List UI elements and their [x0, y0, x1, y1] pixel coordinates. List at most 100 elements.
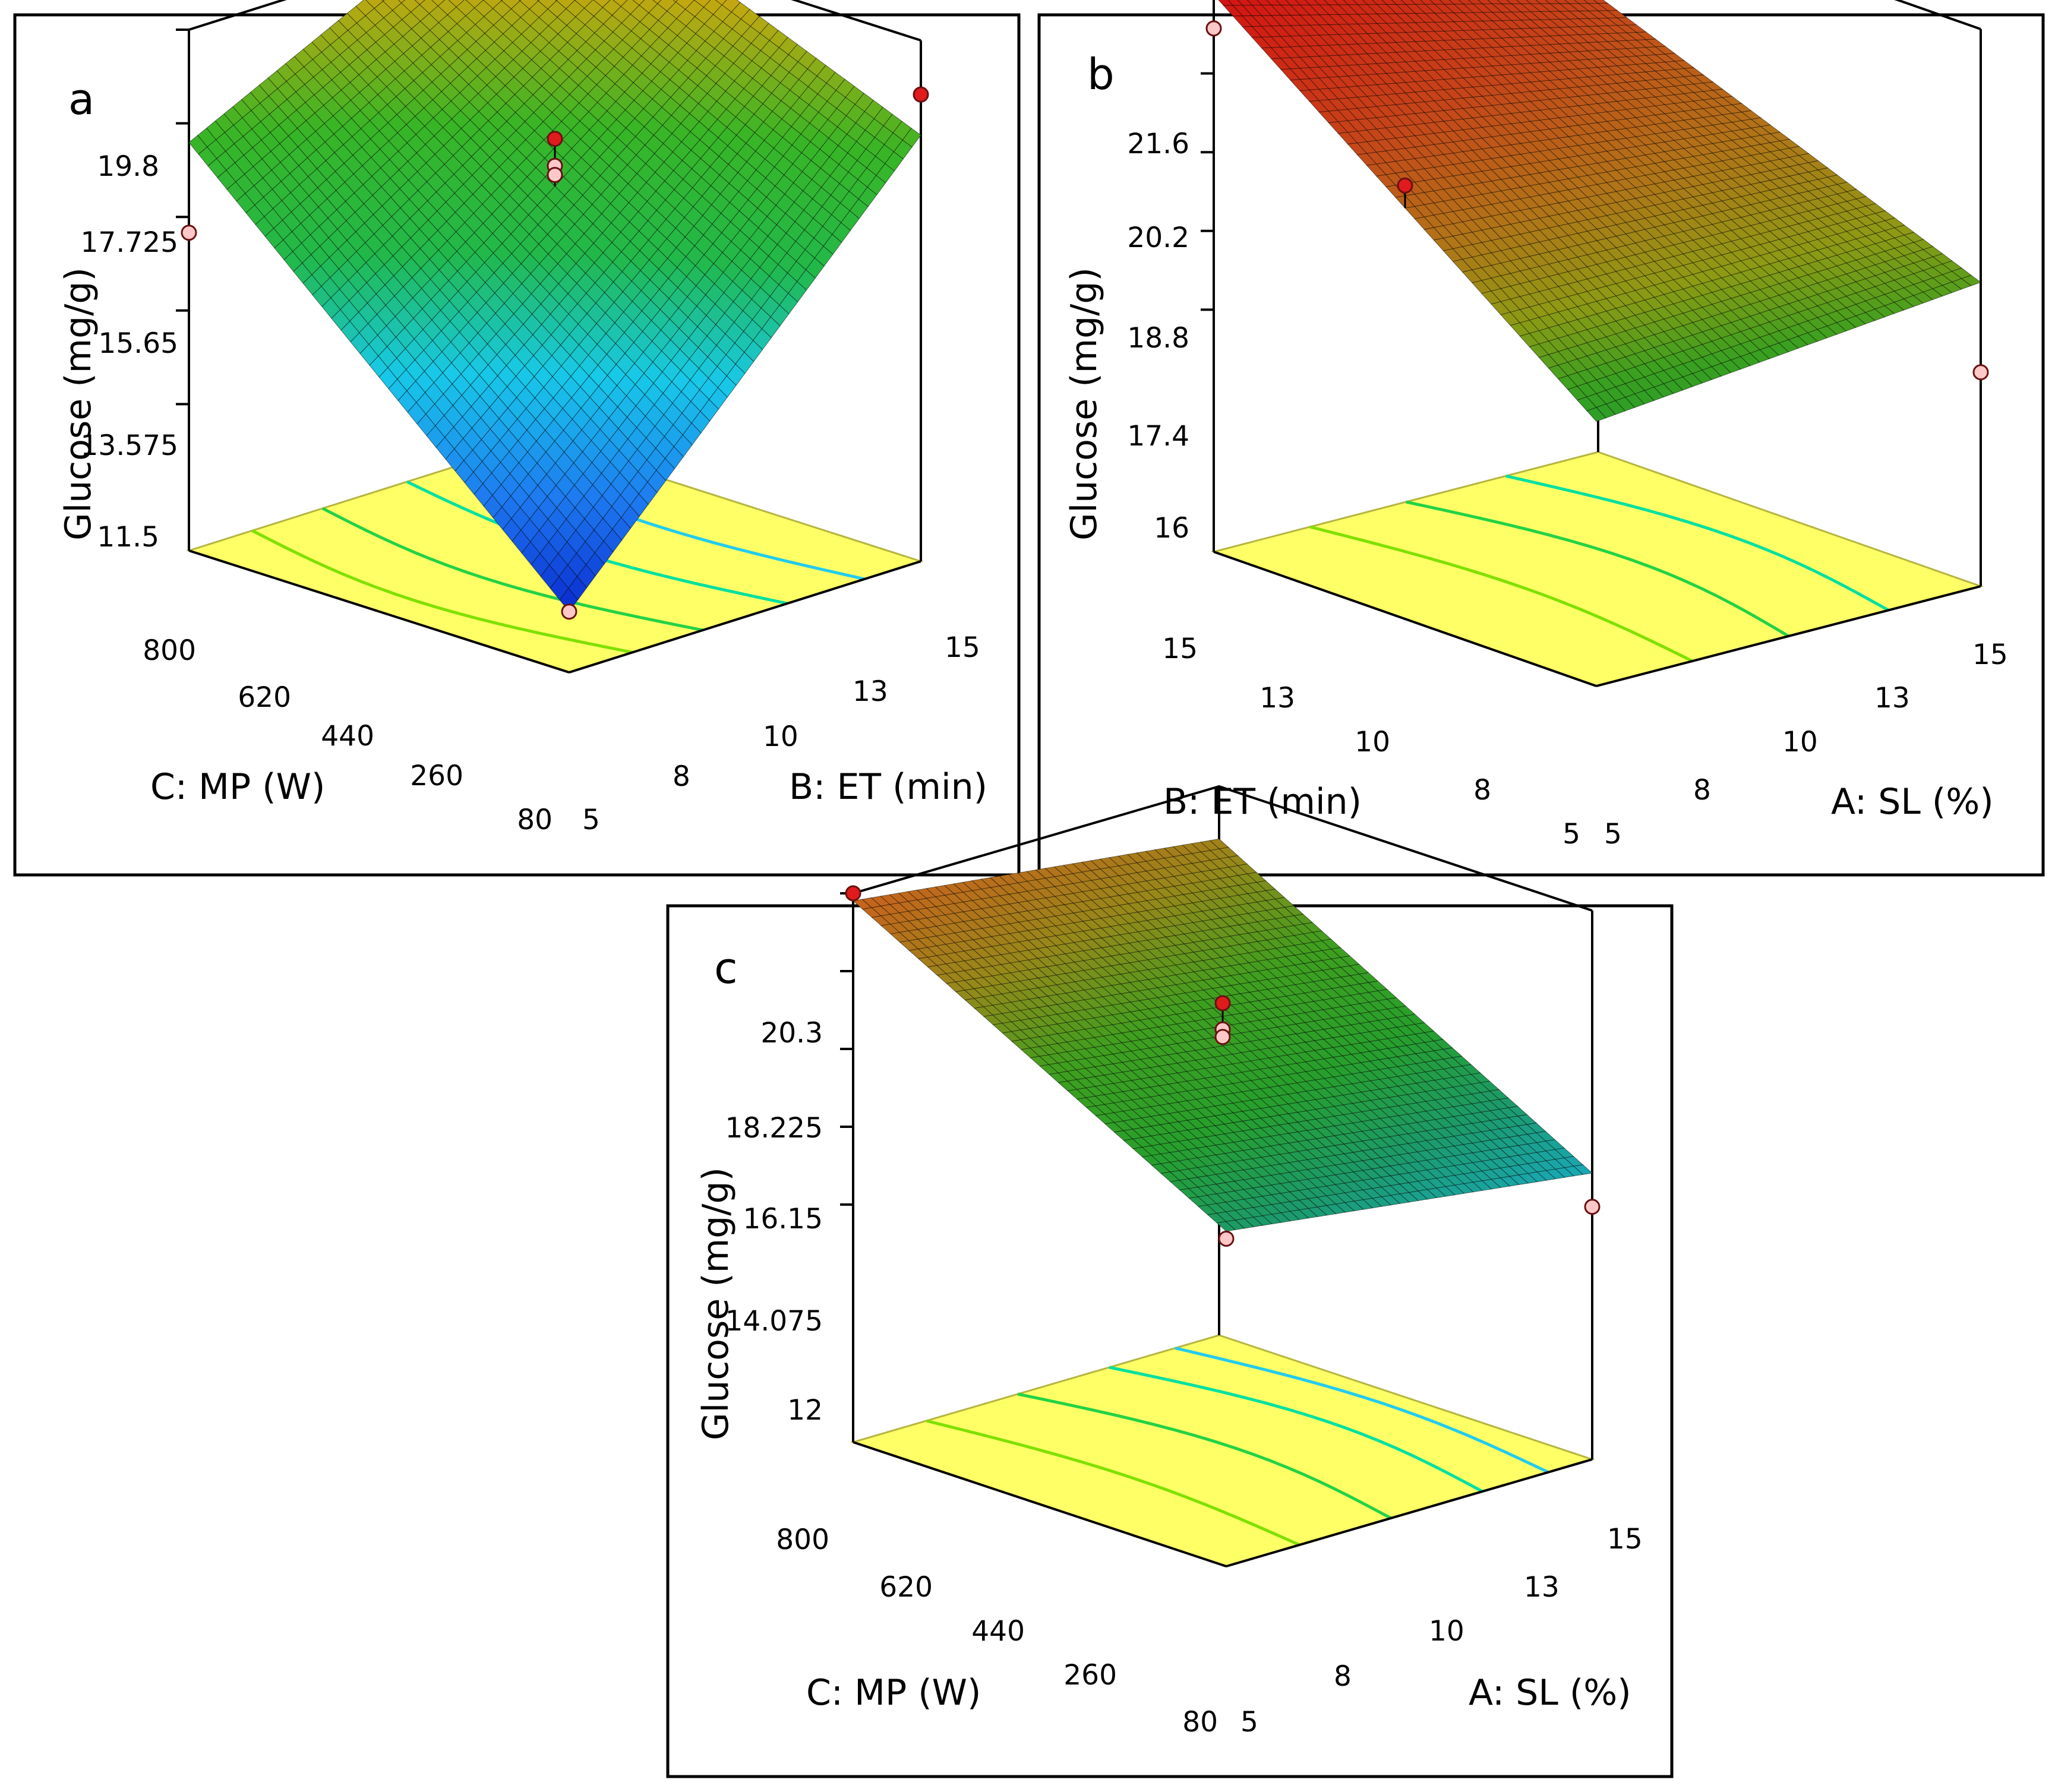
right-axis-tick-label: 15	[1972, 639, 2008, 671]
surface-cell	[431, 0, 446, 7]
surface-cell	[381, 0, 385, 2]
left-axis-tick-label: 10	[1355, 726, 1390, 758]
surface-cell	[501, 0, 520, 10]
panel-a: a 11.5 13.575 15.65 17.725 19.8 Glucose …	[13, 0, 1021, 877]
panel-c: c 12 14.075 16.15 18.225 20.3 Glucose (m…	[666, 785, 1674, 1778]
panel-c-right-axis-label: A: SL (%)	[1469, 1672, 1631, 1714]
right-axis-tick-label: 8	[1334, 1660, 1352, 1693]
surface-cell	[448, 0, 465, 8]
left-axis-tick-label: 8	[1473, 774, 1491, 807]
design-point	[913, 86, 929, 103]
surface-cell	[536, 0, 540, 2]
right-axis-tick-label: 13	[853, 675, 888, 708]
right-axis-tick-label: 13	[1874, 682, 1910, 715]
surface-cell	[703, 0, 722, 15]
surface-cell	[483, 0, 503, 9]
design-point	[181, 225, 197, 241]
right-axis-tick-label: 8	[1693, 774, 1711, 807]
design-point	[1205, 20, 1222, 37]
z-tick-label: 19.8	[97, 150, 159, 183]
design-point	[1972, 364, 1989, 381]
design-point	[547, 166, 563, 183]
design-point	[1214, 1029, 1231, 1045]
design-point	[1397, 177, 1413, 194]
left-axis-tick-label: 13	[1259, 682, 1295, 715]
left-axis-tick-label: 260	[1063, 1659, 1117, 1692]
surface-cell	[675, 0, 695, 10]
panel-c-z-axis-label: Glucose (mg/g)	[695, 1167, 737, 1440]
design-point	[1218, 1230, 1235, 1247]
surface-cell	[465, 0, 484, 8]
surface-cell	[721, 0, 741, 12]
left-axis-tick-label: 440	[321, 720, 374, 753]
z-tick-label: 21.6	[1127, 128, 1189, 160]
surface-cell	[397, 0, 406, 4]
surface-cell	[474, 0, 494, 17]
z-tick-label: 17.4	[1127, 420, 1189, 453]
surface-cell	[414, 0, 425, 5]
right-axis-tick-label: 10	[1782, 726, 1818, 758]
right-base-axis	[569, 560, 921, 674]
surface-cell	[419, 0, 438, 14]
left-axis-tick-label: 800	[143, 634, 196, 667]
left-base-axis	[1213, 551, 1597, 687]
surface-cell	[613, 0, 628, 7]
right-axis-tick-label: 5	[1604, 818, 1622, 851]
panel-a-points	[181, 86, 929, 620]
surface-cell	[639, 0, 658, 14]
surface-cell	[684, 0, 705, 17]
surface-cell	[519, 0, 522, 1]
z-tick-label: 20.2	[1127, 222, 1189, 254]
design-point	[845, 885, 861, 902]
right-axis-tick-label: 8	[673, 760, 690, 793]
z-tick-label: 17.725	[81, 226, 178, 259]
surface-cell	[519, 0, 539, 10]
floor-contour-line	[1505, 474, 1889, 612]
surface-cell	[673, 0, 678, 2]
right-axis-tick-label: 13	[1524, 1571, 1560, 1604]
z-tick-label: 13.575	[81, 429, 178, 462]
panel-b-contours	[1309, 474, 1889, 663]
left-axis-tick-label: 620	[238, 681, 291, 714]
panel-c-letter: c	[714, 943, 738, 993]
z-tick-label: 16.15	[743, 1203, 823, 1235]
surface-cell	[437, 0, 457, 15]
surface-cell	[538, 0, 557, 10]
surface-cell	[556, 0, 576, 10]
right-axis-tick-label: 15	[1607, 1523, 1643, 1556]
panel-a-z-axis-label: Glucose (mg/g)	[58, 267, 99, 541]
z-tick-label: 18.225	[725, 1112, 823, 1145]
panel-b-z-axis-label: Glucose (mg/g)	[1063, 267, 1105, 541]
panel-a-left-ticks: 800 620 440 260 80	[143, 634, 553, 836]
surface-cell	[620, 0, 640, 15]
z-tick-label: 11.5	[97, 521, 159, 554]
panel-b-surface	[1218, 0, 1981, 422]
z-tick-label: 16	[1154, 512, 1189, 545]
floor-contour-line	[321, 507, 703, 632]
design-point	[547, 131, 563, 147]
panel-b-letter: b	[1087, 49, 1115, 99]
floor-contour-line	[1309, 525, 1693, 663]
left-axis-tick-label: 80	[1182, 1706, 1218, 1739]
z-tick-label: 12	[787, 1394, 823, 1427]
z-tick-label: 15.65	[98, 327, 178, 360]
right-base-axis	[1596, 585, 1981, 687]
surface-cell	[657, 0, 677, 12]
design-point	[561, 603, 577, 620]
surface-cell	[500, 0, 503, 1]
right-axis-tick-label: 5	[582, 804, 600, 836]
left-axis-tick-label: 620	[879, 1571, 933, 1604]
surface-cell	[593, 0, 611, 8]
surface-cell	[715, 0, 727, 5]
right-axis-tick-label: 10	[1429, 1615, 1464, 1648]
surface-cell	[574, 0, 594, 9]
z-tick-label: 14.075	[725, 1305, 823, 1338]
panel-a-left-axis-label: C: MP (W)	[150, 766, 325, 808]
surface-cell	[555, 0, 558, 1]
panel-b-right-axis-label: A: SL (%)	[1831, 781, 1994, 823]
panel-a-surface	[188, 0, 921, 612]
surface-cell	[383, 0, 402, 11]
design-point	[1214, 995, 1231, 1012]
right-axis-tick-label: 5	[1240, 1706, 1258, 1739]
